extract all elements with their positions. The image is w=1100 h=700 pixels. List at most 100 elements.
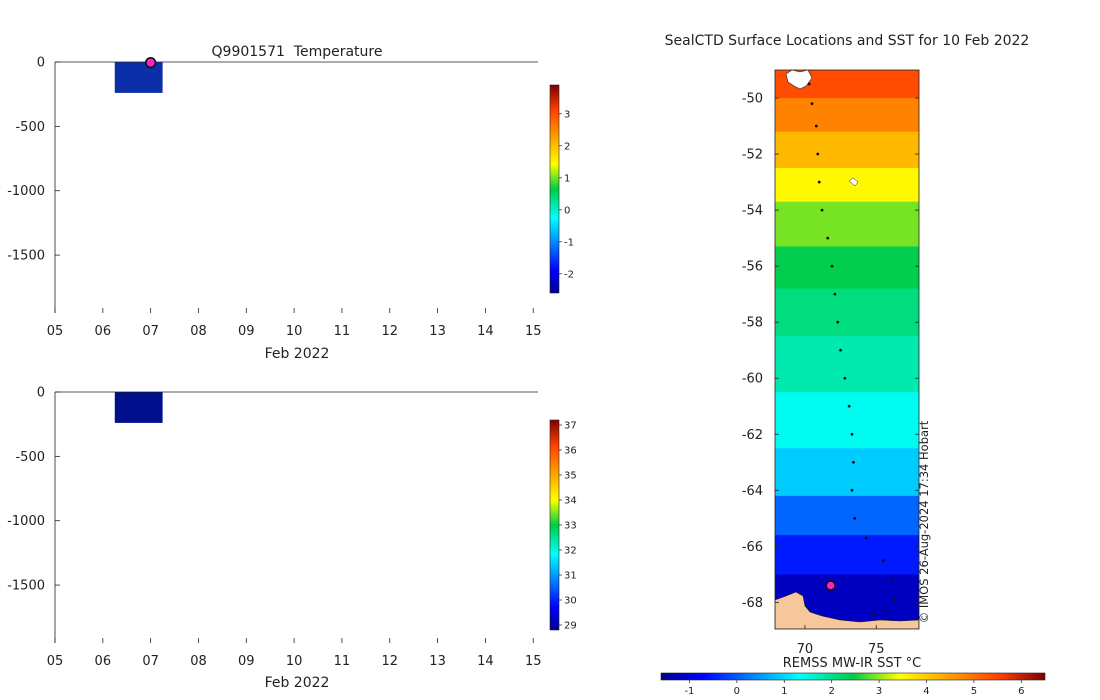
x-tick-label: 06: [95, 654, 112, 669]
map-x-tick-label: 75: [868, 642, 885, 657]
salinity-plot-area: 05 06 07 08 09 10 11 12 13 14 15 0 -500 -1000 -1500: [7, 386, 541, 670]
x-tick-label: 12: [381, 324, 398, 339]
x-tick-label: 10: [286, 324, 303, 339]
sst-colorbar-tick-label: 5: [971, 686, 977, 697]
sst-band: [775, 98, 919, 133]
map-y-tick-label: -52: [742, 148, 763, 163]
colorbar-tick-label: 1: [564, 173, 570, 184]
x-tick-label: 11: [334, 654, 351, 669]
x-tick-label: 07: [142, 654, 159, 669]
track-point: [814, 124, 818, 128]
y-tick-label: -500: [15, 120, 45, 135]
y-tick-label: -1500: [7, 579, 45, 594]
map-y-tick-label: -56: [742, 260, 763, 275]
sst-map-title: SealCTD Surface Locations and SST for 10…: [665, 33, 1030, 49]
x-tick-label: 14: [477, 324, 494, 339]
y-tick-label: 0: [37, 56, 45, 71]
temperature-xlabel: Feb 2022: [265, 346, 330, 362]
sst-colorbar-tick-label: 3: [876, 686, 882, 697]
x-tick-label: 09: [238, 654, 255, 669]
temperature-panel: Q9901571 Temperature 05 06 07 08 09 10 11 12 13 1…: [7, 44, 574, 362]
sst-colorbar-frame: [660, 672, 1046, 681]
x-tick-label: 05: [47, 324, 64, 339]
latest-profile-marker: [145, 57, 157, 69]
kerguelen-island: [785, 70, 813, 90]
track-point: [893, 598, 897, 601]
x-tick-label: 15: [525, 324, 542, 339]
latest-position-marker: [825, 580, 836, 591]
heard-island: [848, 177, 859, 187]
temperature-colorbar-ticks: 3 2 1 0 -1 -2: [549, 84, 574, 294]
sst-band: [775, 495, 919, 536]
x-tick-label: 08: [190, 324, 207, 339]
sst-band: [775, 336, 919, 393]
sst-map-panel: SealCTD Surface Locations and SST for 10…: [660, 33, 1046, 697]
seal-track: [807, 82, 897, 615]
x-tick-label: 10: [286, 654, 303, 669]
temperature-colorbar: [550, 85, 559, 293]
profile-bar: [114, 392, 163, 423]
sst-band: [775, 246, 919, 290]
sst-colorbar-tick-label: 1: [781, 686, 787, 697]
colorbar-tick-label: 36: [564, 446, 577, 457]
colorbar-tick-label: 0: [564, 205, 570, 216]
sst-band: [775, 392, 919, 449]
x-tick-label: 05: [47, 654, 64, 669]
x-tick-label: 12: [381, 654, 398, 669]
sst-band: [775, 201, 919, 248]
x-tick-label: 07: [142, 324, 159, 339]
y-tick-label: -1000: [7, 514, 45, 529]
temperature-title: Q9901571 Temperature: [212, 44, 383, 60]
sst-map-axes: -50 -52 -54 -56 -58 -60 -62 -64 -66 -68 70 75: [742, 92, 919, 657]
map-y-tick-label: -60: [742, 372, 763, 387]
y-tick-label: -1000: [7, 184, 45, 199]
track-point: [853, 516, 857, 520]
track-point: [817, 180, 821, 184]
salinity-colorbar: [550, 420, 559, 630]
sst-map-frame: [774, 69, 920, 630]
colorbar-tick-label: 2: [564, 141, 570, 152]
x-tick-label: 13: [429, 324, 446, 339]
salinity-colorbar-ticks: 37 36 35 34 33 32 31 30 29: [549, 419, 577, 632]
track-point: [850, 432, 854, 436]
x-tick-label: 11: [334, 324, 351, 339]
map-y-tick-label: -64: [742, 484, 763, 499]
salinity-xlabel: Feb 2022: [265, 675, 330, 691]
colorbar-tick-label: 3: [564, 109, 570, 120]
sst-field: [775, 70, 919, 629]
track-point: [807, 82, 811, 86]
track-point: [816, 152, 820, 156]
track-point: [890, 578, 894, 582]
colorbar-tick-label: 29: [564, 621, 577, 632]
sst-colorbar-tick-label: 2: [828, 686, 834, 697]
sst-band: [775, 535, 919, 575]
track-point: [850, 488, 854, 492]
track-point: [836, 320, 840, 324]
map-y-tick-label: -54: [742, 204, 763, 219]
colorbar-tick-label: 33: [564, 521, 577, 532]
track-point: [820, 208, 824, 212]
track-point: [833, 292, 837, 296]
map-x-tick-label: 70: [797, 642, 814, 657]
colorbar-tick-label: 37: [564, 421, 577, 432]
colorbar-tick-label: 34: [564, 496, 577, 507]
map-y-tick-label: -50: [742, 92, 763, 107]
sst-colorbar: [661, 673, 1045, 680]
antarctic-land: [775, 591, 919, 629]
y-tick-label: -500: [15, 450, 45, 465]
sst-colorbar-ticks: -1 0 1 2 3 4 5 6: [660, 672, 1046, 697]
x-tick-label: 09: [238, 324, 255, 339]
sst-colorbar-tick-label: -1: [684, 686, 694, 697]
map-y-tick-label: -58: [742, 316, 763, 331]
track-point: [830, 264, 834, 268]
sst-colorbar-tick-label: 6: [1018, 686, 1024, 697]
map-y-tick-label: -68: [742, 596, 763, 611]
track-point: [826, 236, 830, 240]
x-tick-label: 08: [190, 654, 207, 669]
sst-colorbar-tick-label: 0: [734, 686, 740, 697]
x-tick-label: 15: [525, 654, 542, 669]
colorbar-tick-label: 32: [564, 546, 577, 557]
x-tick-label: 14: [477, 654, 494, 669]
sst-band: [775, 288, 919, 337]
